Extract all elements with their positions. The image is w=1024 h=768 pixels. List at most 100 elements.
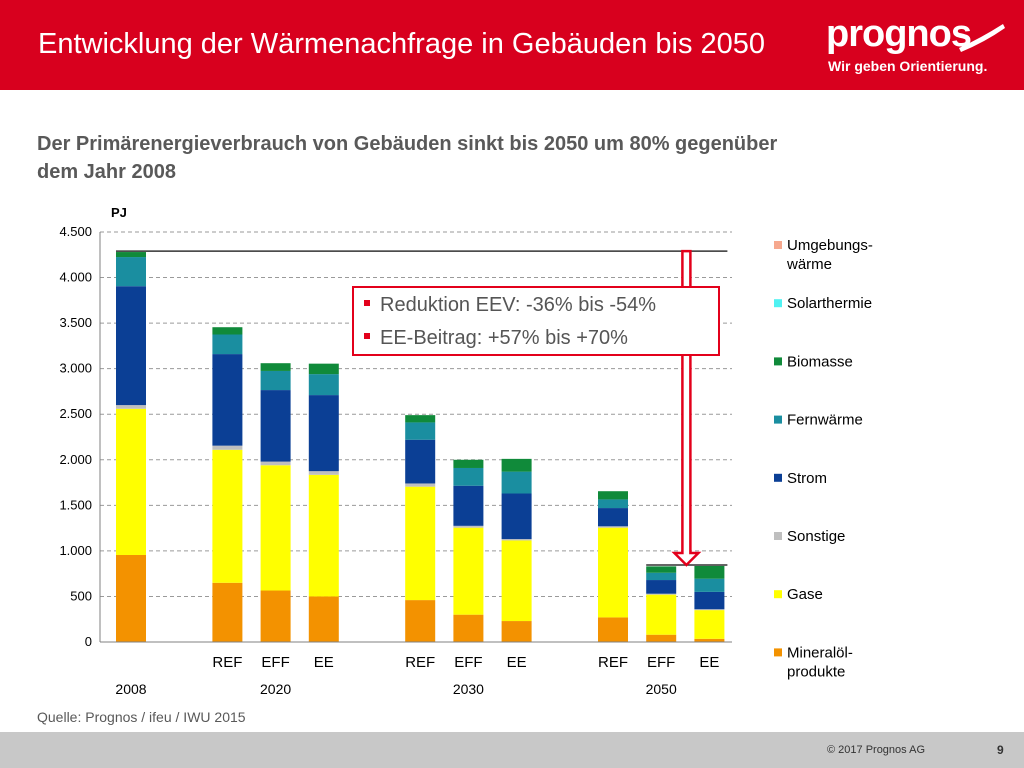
chart-subtitle: Der Primärenergieverbrauch von Gebäuden … — [37, 133, 778, 183]
stacked-bar-chart: 0 500 1.000 1.500 2.000 2.500 3.000 3.500 4.000 4… — [59, 205, 873, 697]
bar-segment — [260, 465, 291, 591]
bar-segment — [308, 374, 339, 396]
legend-swatch — [774, 415, 782, 424]
bar-segment — [405, 600, 436, 642]
x-group-label: 2030 — [453, 681, 484, 697]
y-tick-label: 1.000 — [59, 543, 92, 558]
bar-segment — [694, 578, 725, 592]
bar-segment — [308, 395, 339, 472]
callout-item: EE-Beitrag: +57% bis +70% — [364, 327, 628, 350]
bar-segment — [308, 596, 339, 642]
bar-segment — [116, 554, 146, 642]
bar-segment — [212, 582, 243, 642]
y-tick-label: 2.500 — [59, 406, 92, 421]
callout-text: EE-Beitrag: +57% bis +70% — [380, 327, 628, 349]
bullet-icon — [364, 332, 370, 339]
x-tick-label: EFF — [647, 654, 675, 671]
legend-swatch — [774, 532, 782, 540]
legend-label: Strom — [787, 470, 827, 487]
bar-segment — [501, 471, 532, 494]
legend-label: Umgebungs-wärme — [786, 237, 873, 273]
bar-segment — [260, 363, 291, 371]
bar-segment — [598, 526, 628, 528]
bar-segment — [212, 327, 243, 335]
x-group-label: 2008 — [115, 681, 146, 697]
bar-segment — [598, 499, 628, 509]
bar-segment — [694, 609, 725, 611]
y-tick-label: 0 — [85, 634, 92, 649]
bar-segment — [405, 439, 436, 484]
bar-segment — [501, 458, 532, 472]
x-group-label: 2020 — [260, 681, 291, 697]
bar-segment — [646, 572, 677, 581]
bar-segment — [260, 370, 291, 391]
bar-segment — [694, 591, 725, 610]
legend-label: Fernwärme — [787, 412, 863, 429]
bar-segment — [212, 449, 243, 583]
bar-segment — [405, 415, 436, 423]
page-title: Entwicklung der Wärmenachfrage in Gebäud… — [38, 28, 766, 60]
y-tick-label: 4.000 — [59, 270, 92, 285]
footer-bar — [0, 732, 1024, 768]
bar-segment — [405, 486, 436, 601]
callout-box: Reduktion EEV: -36% bis -54% EE-Beitrag:… — [352, 286, 720, 356]
bar-segment — [260, 590, 291, 642]
bar-segment — [116, 252, 146, 258]
bar-segment — [116, 408, 146, 555]
x-tick-label: EFF — [261, 654, 289, 671]
bar-segment — [453, 527, 484, 615]
legend-swatch — [774, 473, 782, 482]
bar-segment — [501, 621, 532, 642]
copyright: © 2017 Prognos AG — [827, 744, 926, 756]
bar-segment — [598, 527, 628, 618]
x-tick-label: REF — [598, 654, 628, 671]
bar-segment — [453, 467, 484, 486]
bar-segment — [212, 334, 243, 355]
legend-label: Solarthermie — [787, 295, 872, 312]
x-tick-label: EE — [507, 654, 527, 671]
legend-swatch — [774, 648, 782, 657]
bar-segment — [405, 483, 436, 487]
prognos-logo: prognos — [826, 13, 972, 55]
bar-segment — [598, 617, 628, 642]
logo-swoosh-icon — [959, 24, 1005, 52]
y-tick-label: 4.500 — [59, 224, 92, 239]
legend-label: Mineralöl-produkte — [787, 644, 853, 680]
y-tick-label: 3.500 — [59, 315, 92, 330]
bar-segment — [694, 610, 725, 639]
x-tick-label: EFF — [454, 654, 482, 671]
bar-segment — [453, 459, 484, 468]
legend-label: Gase — [787, 586, 823, 603]
callout-text: Reduktion EEV: -36% bis -54% — [380, 294, 657, 316]
bar-segment — [453, 485, 484, 526]
y-tick-label: 500 — [70, 588, 92, 603]
legend-label: Sonstige — [787, 528, 845, 545]
bar-segment — [501, 540, 532, 622]
legend-swatch — [774, 357, 782, 366]
x-tick-label: REF — [212, 654, 242, 671]
bullet-icon — [364, 299, 370, 306]
x-tick-label: EE — [699, 654, 719, 671]
page-number: 9 — [997, 743, 1004, 757]
bar-segment — [598, 508, 628, 527]
legend-swatch — [774, 299, 782, 308]
bar-segment — [308, 474, 339, 597]
bar-segment — [501, 493, 532, 540]
bar-segment — [453, 525, 484, 528]
bar-segment — [116, 286, 146, 406]
bar-segment — [646, 593, 677, 595]
bar-segment — [646, 594, 677, 635]
bar-segment — [260, 390, 291, 462]
source-note: Quelle: Prognos / ifeu / IWU 2015 — [37, 709, 246, 725]
y-tick-label: 2.000 — [59, 452, 92, 467]
bar-segment — [116, 257, 146, 287]
bar-segment — [646, 566, 677, 573]
bar-segment — [308, 471, 339, 475]
bar-segment — [694, 638, 725, 642]
bar-segment — [501, 539, 532, 541]
y-tick-label: 1.500 — [59, 497, 92, 512]
legend-label: Biomasse — [787, 353, 853, 370]
legend-swatch — [774, 590, 782, 599]
y-unit-label: PJ — [111, 205, 127, 220]
bar-segment — [646, 634, 677, 642]
